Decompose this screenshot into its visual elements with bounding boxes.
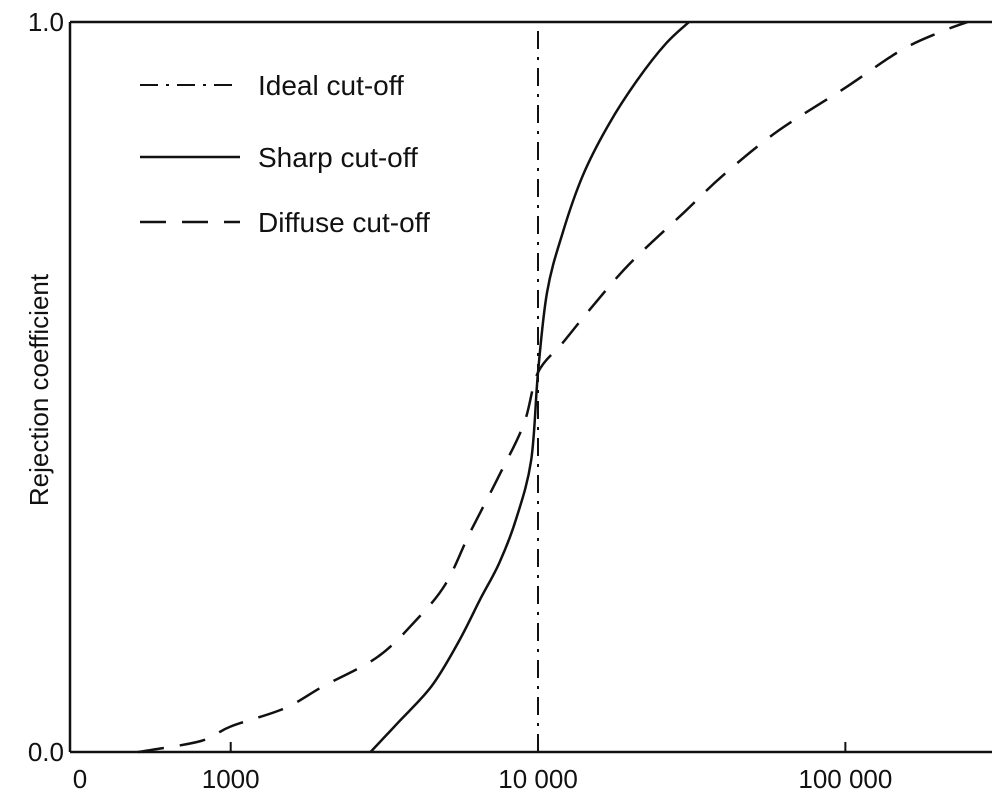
x-tick-label: 1000: [202, 764, 260, 794]
legend-label: Ideal cut-off: [258, 70, 404, 101]
y-tick-label: 0.0: [28, 737, 64, 767]
series-line-diffuse-cut-off: [137, 20, 969, 754]
x-tick-label-origin: 0: [73, 764, 87, 794]
y-axis-title: Rejection coefficient: [24, 273, 54, 506]
series-layer: [137, 20, 969, 754]
legend: Ideal cut-off Sharp cut-off Diffuse cut-of…: [140, 70, 430, 238]
x-tick-label: 100 000: [798, 764, 892, 794]
x-tick-label: 10 000: [498, 764, 578, 794]
ticks-layer: 1000 10 000 100 000 0.0 1.0: [28, 7, 893, 794]
legend-label: Sharp cut-off: [258, 142, 418, 173]
legend-label: Diffuse cut-off: [258, 207, 430, 238]
series-line-sharp-cut-off: [369, 21, 690, 753]
y-tick-label: 1.0: [28, 7, 64, 37]
